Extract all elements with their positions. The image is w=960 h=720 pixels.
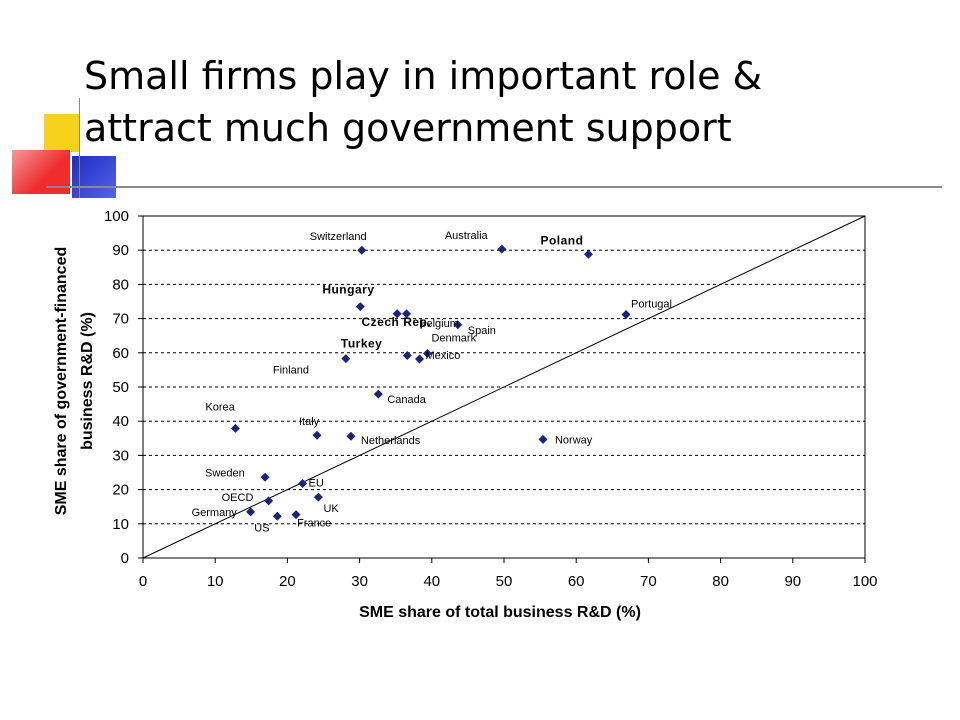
point-label-norway: Norway — [555, 434, 593, 446]
y-tick-label-40: 40 — [112, 413, 129, 430]
point-label-finland: Finland — [273, 365, 309, 377]
point-label-eu: EU — [309, 477, 324, 489]
x-tick-label-0: 0 — [139, 573, 147, 590]
y-tick-label-80: 80 — [112, 276, 129, 293]
data-point-germany — [246, 507, 256, 517]
y-tick-label-30: 30 — [112, 447, 129, 464]
data-point-eu — [298, 478, 308, 488]
y-tick-label-50: 50 — [112, 379, 129, 396]
data-point-mexico — [415, 354, 425, 364]
x-tick-label-20: 20 — [279, 573, 296, 590]
y-tick-label-20: 20 — [112, 482, 129, 499]
data-point-belgium — [392, 309, 402, 319]
y-axis-title-line1: SME share of government-financed — [53, 247, 70, 516]
data-point-switzerland — [357, 245, 367, 255]
data-point-unlabeled-11 — [402, 351, 412, 361]
slide-title-line1: Small firms play in important role & — [84, 54, 763, 98]
point-label-mexico: Mexico — [426, 350, 461, 362]
data-point-hungary — [355, 302, 365, 312]
point-label-canada: Canada — [387, 394, 426, 406]
data-point-portugal — [621, 309, 631, 319]
point-labels: Switzerland Australia Poland Hungary Belgium… — [192, 230, 672, 534]
x-axis-title: SME share of total business R&D (%) — [359, 604, 641, 621]
point-label-italy: Italy — [299, 416, 320, 428]
point-label-denmark: Denmark — [431, 332, 476, 344]
data-point-italy — [312, 430, 322, 440]
y-tick-label-60: 60 — [112, 345, 129, 362]
reference-diagonal-line — [142, 215, 866, 559]
data-point-uk — [313, 492, 323, 502]
x-tick-label-40: 40 — [423, 573, 440, 590]
point-label-hungary: Hungary — [322, 283, 374, 297]
slide-title: Small firms play in important role & att… — [84, 50, 944, 154]
point-label-spain: Spain — [468, 325, 496, 337]
x-tick-label-70: 70 — [640, 573, 657, 590]
y-tick-label-70: 70 — [112, 311, 129, 328]
data-point-canada — [373, 389, 383, 399]
data-point-australia — [497, 244, 507, 254]
point-label-sweden: Sweden — [205, 467, 245, 479]
x-tick-label-80: 80 — [712, 573, 729, 590]
point-label-turkey: Turkey — [341, 337, 382, 351]
data-point-denmark — [422, 348, 432, 358]
data-point-turkey — [341, 354, 351, 364]
data-point-oecd — [264, 496, 274, 506]
x-tick-label-50: 50 — [496, 573, 513, 590]
data-point-spain — [453, 320, 463, 330]
point-label-oecd: OECD — [222, 492, 254, 504]
data-point-czech-rep- — [402, 309, 412, 319]
data-points — [230, 244, 631, 521]
accent-yellow-square — [44, 114, 80, 152]
point-label-belgium: Belgium — [419, 318, 459, 330]
slide-title-line2: attract much government support — [84, 106, 732, 150]
x-tick-label-10: 10 — [207, 573, 224, 590]
accent-vertical-rule — [79, 98, 80, 198]
x-tick-label-30: 30 — [351, 573, 368, 590]
axis-ticks: 0 10 20 30 40 50 60 70 80 90 100 0 10 20 30 40 50 60 70 80 9… — [104, 208, 878, 590]
y-tick-label-100: 100 — [104, 208, 129, 225]
point-label-korea: Korea — [205, 401, 235, 413]
y-tick-label-90: 90 — [112, 242, 129, 259]
point-label-poland: Poland — [540, 233, 583, 247]
x-tick-label-90: 90 — [784, 573, 801, 590]
x-tick-label-60: 60 — [568, 573, 585, 590]
point-label-portugal: Portugal — [631, 298, 672, 310]
point-label-us: US — [254, 522, 269, 534]
data-point-norway — [538, 434, 548, 444]
point-label-czech-rep-: Czech Rep. — [362, 315, 432, 329]
point-label-switzerland: Switzerland — [310, 231, 367, 243]
data-point-korea — [230, 423, 240, 433]
data-point-france — [291, 510, 301, 520]
point-label-netherlands: Netherlands — [361, 435, 421, 447]
data-point-netherlands — [346, 431, 356, 441]
data-point-poland — [583, 249, 593, 259]
point-label-germany: Germany — [192, 507, 238, 519]
point-label-australia: Australia — [445, 230, 489, 242]
data-point-us — [272, 511, 282, 521]
x-tick-label-100: 100 — [852, 573, 877, 590]
accent-horizontal-rule — [46, 186, 942, 188]
y-axis-title-line2: business R&D (%) — [79, 312, 96, 450]
point-label-uk: UK — [323, 503, 339, 515]
y-tick-label-10: 10 — [112, 516, 129, 533]
point-label-france: France — [297, 518, 331, 530]
y-tick-label-0: 0 — [121, 550, 129, 567]
data-point-sweden — [260, 472, 270, 482]
